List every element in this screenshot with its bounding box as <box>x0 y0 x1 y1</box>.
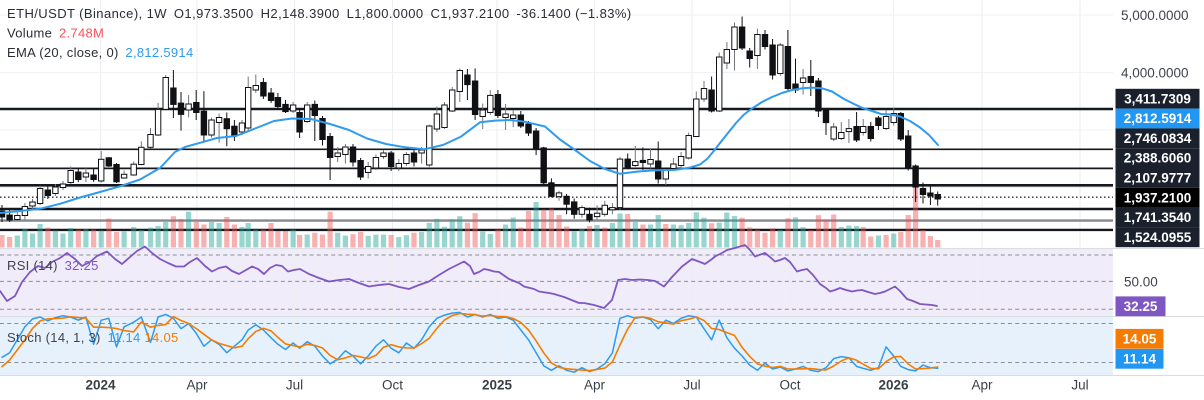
svg-text:50.00: 50.00 <box>1124 275 1158 290</box>
svg-text:Jul: Jul <box>683 378 700 393</box>
svg-text:Apr: Apr <box>584 378 606 393</box>
svg-text:2026: 2026 <box>878 378 909 393</box>
svg-text:Oct: Oct <box>779 378 800 393</box>
svg-text:5,000.0000: 5,000.0000 <box>1121 8 1189 23</box>
svg-text:Jul: Jul <box>1071 378 1088 393</box>
svg-text:32.25: 32.25 <box>1124 299 1158 314</box>
svg-text:2024: 2024 <box>85 378 116 393</box>
svg-text:2,107.9777: 2,107.9777 <box>1124 171 1192 186</box>
svg-text:Volume 2.748M: Volume 2.748M <box>7 26 104 41</box>
svg-text:11.14: 11.14 <box>1123 351 1157 366</box>
svg-text:1,741.3540: 1,741.3540 <box>1124 210 1192 225</box>
svg-text:2025: 2025 <box>482 378 513 393</box>
svg-text:Oct: Oct <box>382 378 403 393</box>
svg-text:Apr: Apr <box>186 378 208 393</box>
svg-text:2,812.5914: 2,812.5914 <box>1124 111 1192 126</box>
svg-text:Apr: Apr <box>971 378 993 393</box>
svg-text:ETH/USDT (Binance), 1W O1,973.: ETH/USDT (Binance), 1W O1,973.3500 H2,14… <box>7 6 632 21</box>
svg-text:Jul: Jul <box>286 378 303 393</box>
svg-text:RSI (14) 32.25: RSI (14) 32.25 <box>7 258 99 273</box>
svg-text:EMA (20, close, 0) 2,812.5914: EMA (20, close, 0) 2,812.5914 <box>7 45 194 60</box>
svg-text:1,937.2100: 1,937.2100 <box>1124 190 1192 205</box>
svg-text:2,388.6060: 2,388.6060 <box>1124 151 1192 166</box>
svg-text:2,746.0834: 2,746.0834 <box>1124 131 1192 146</box>
svg-text:14.05: 14.05 <box>1123 331 1157 346</box>
svg-text:1,524.0955: 1,524.0955 <box>1124 230 1192 245</box>
svg-text:3,411.7309: 3,411.7309 <box>1124 91 1191 106</box>
svg-text:Stoch (14, 1, 3) 11.14 14.05: Stoch (14, 1, 3) 11.14 14.05 <box>7 330 179 345</box>
svg-text:4,000.0000: 4,000.0000 <box>1121 65 1189 80</box>
